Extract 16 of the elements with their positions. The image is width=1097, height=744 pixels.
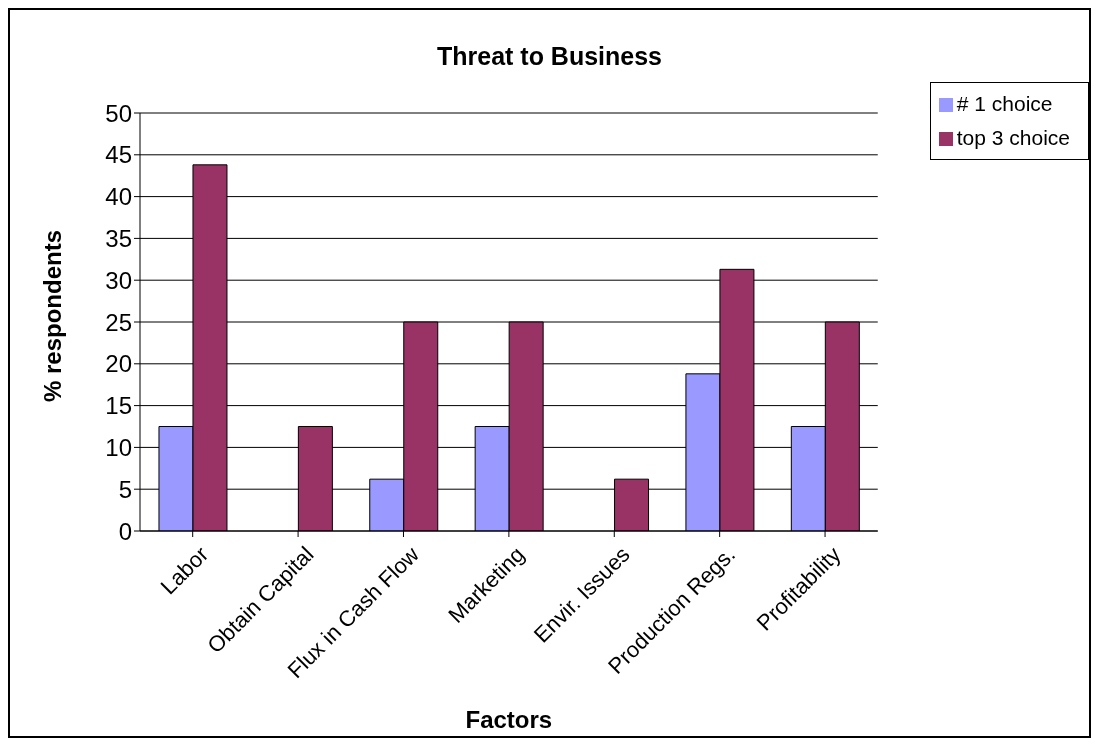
y-tick-label: 15	[105, 392, 132, 420]
y-tick-label: 50	[105, 99, 132, 127]
y-tick-label: 10	[105, 433, 132, 461]
y-tick-label: 20	[105, 350, 132, 378]
y-tick-label: 0	[118, 517, 132, 545]
legend-label: # 1 choice	[956, 92, 1053, 115]
y-axis-title: % respondents	[38, 229, 66, 402]
chart-title: Threat to Business	[435, 42, 664, 71]
legend-label: top 3 choice	[956, 126, 1070, 149]
x-axis-title: Factors	[465, 706, 553, 733]
y-tick-label: 30	[105, 266, 132, 294]
y-tick-label: 35	[105, 224, 132, 252]
y-tick-label: 5	[118, 475, 132, 503]
y-tick-label: 40	[105, 183, 132, 211]
y-tick-label: 45	[105, 141, 132, 169]
y-tick-label: 25	[105, 308, 132, 336]
